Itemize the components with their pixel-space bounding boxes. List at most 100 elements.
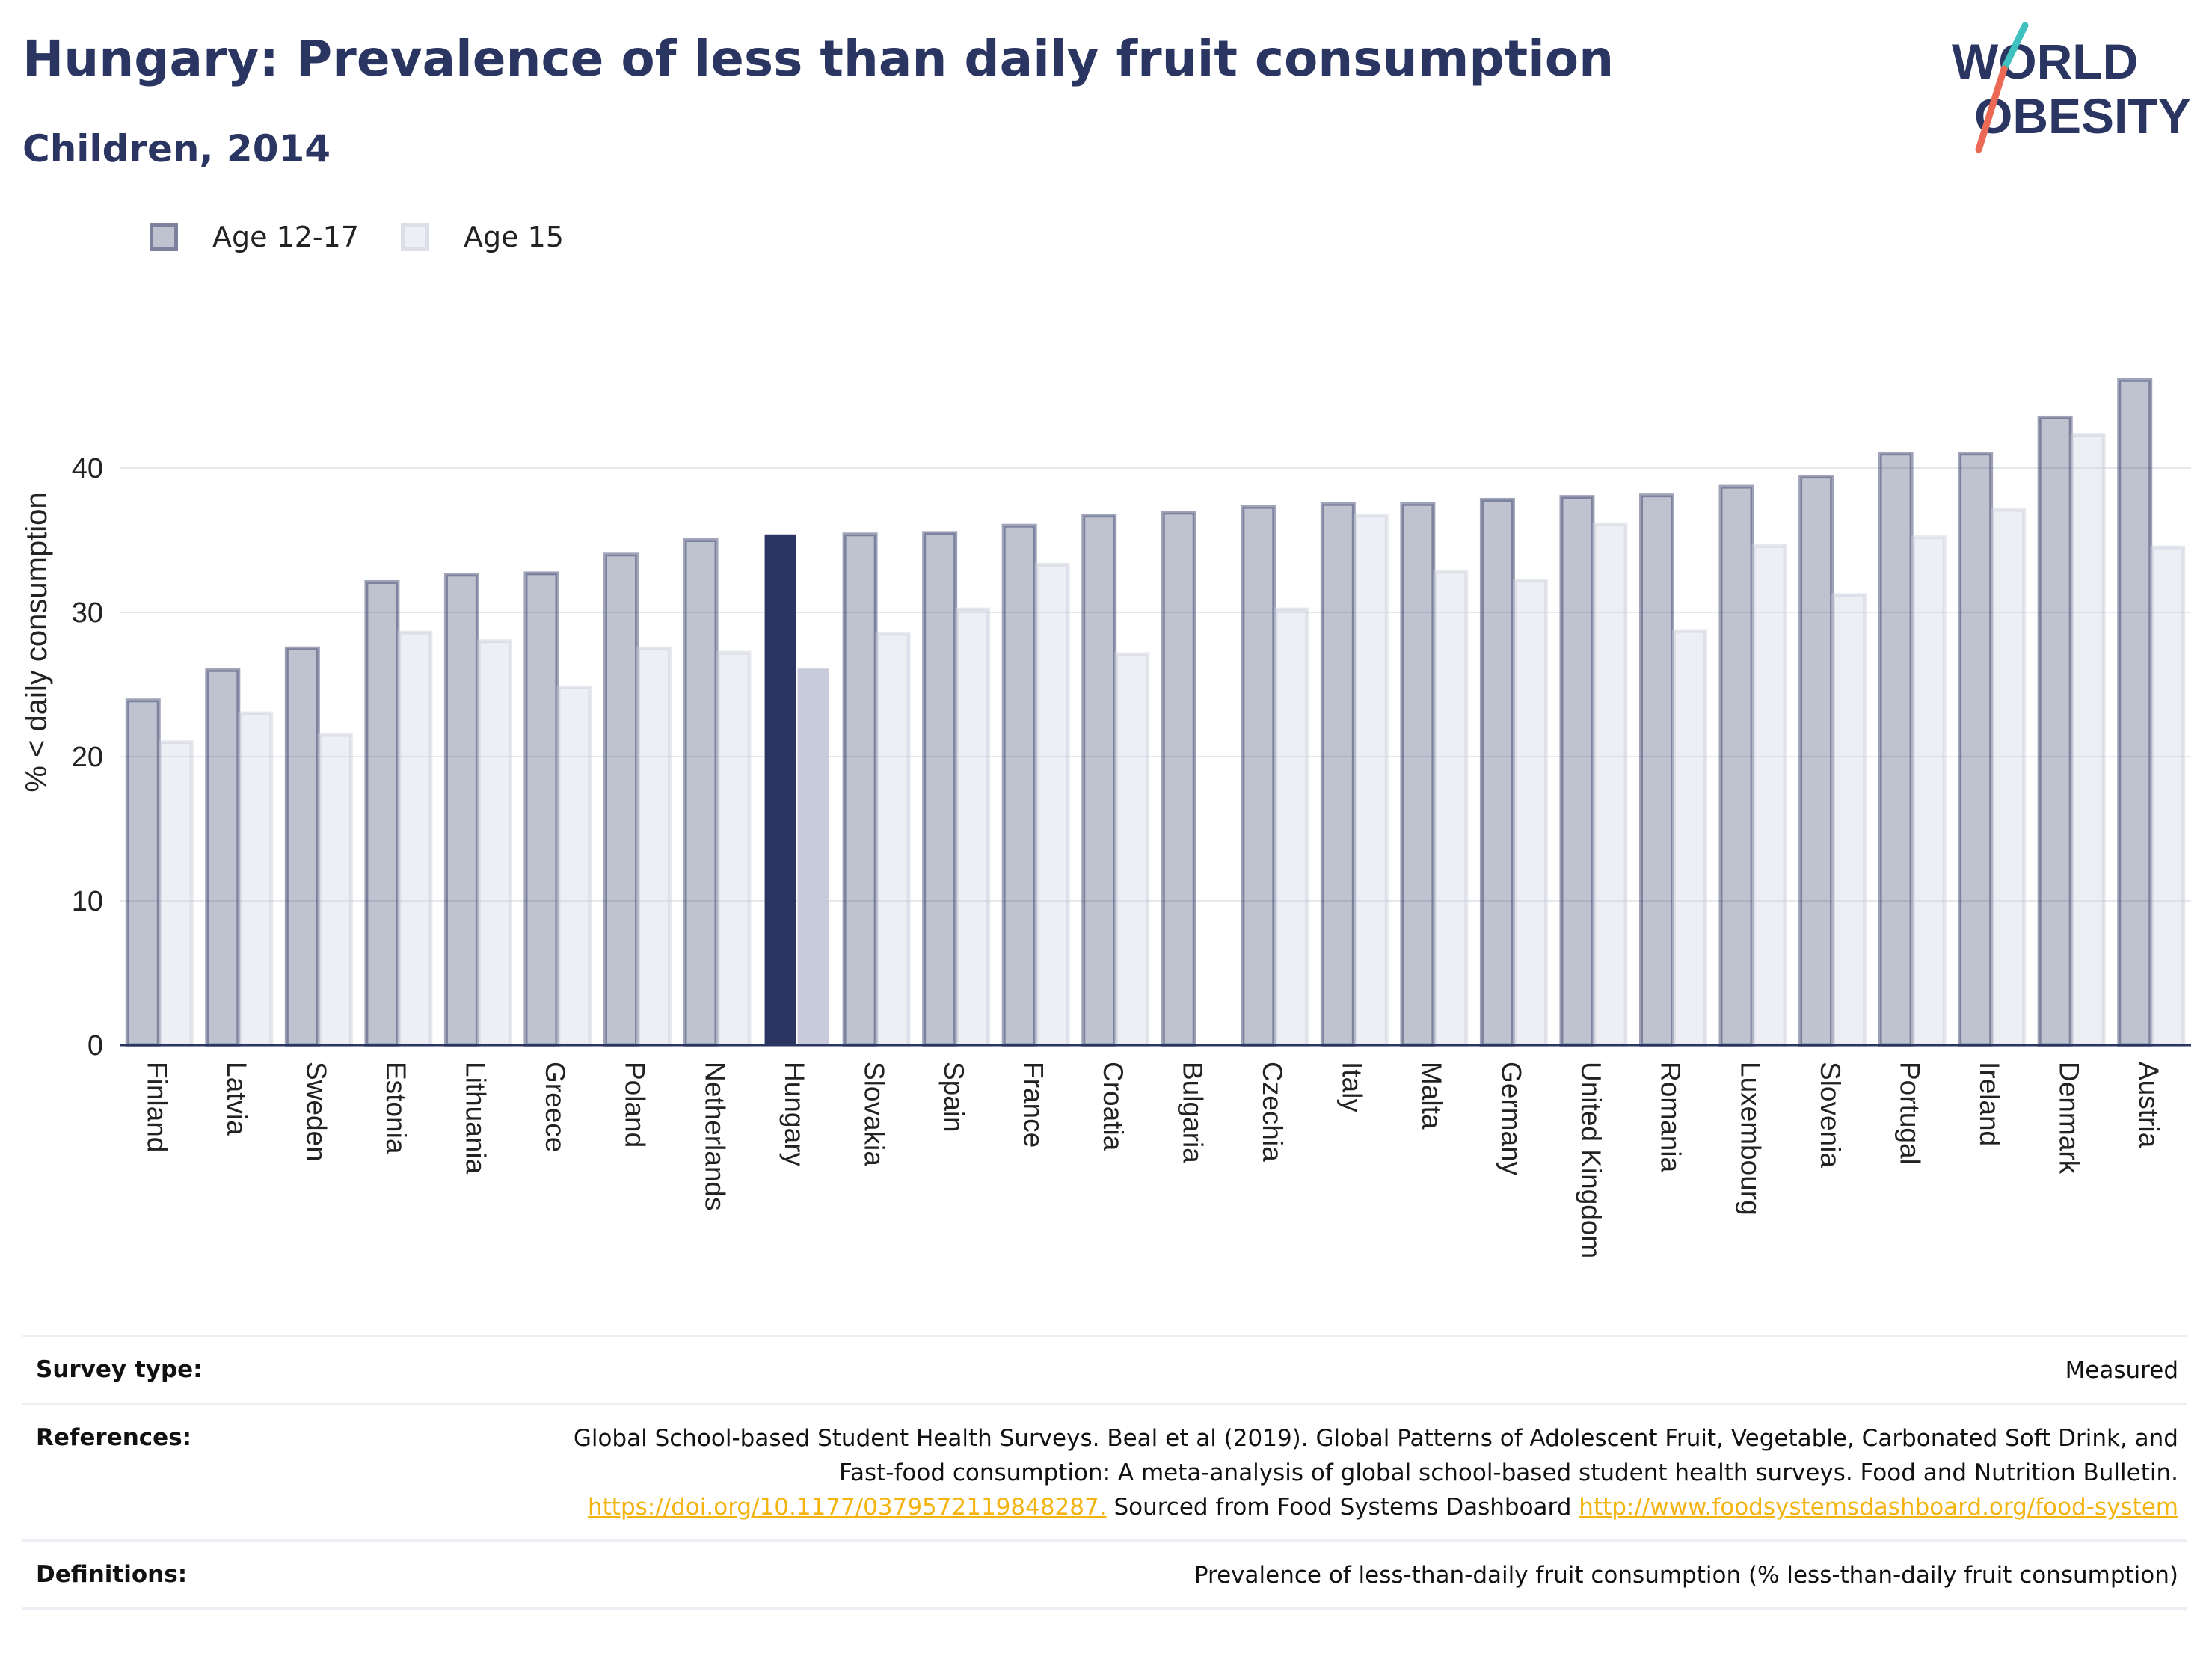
x-tick-label: Czechia — [1257, 1062, 1288, 1162]
bar-hungary-series-1[interactable] — [764, 534, 796, 1045]
bar-ireland-series-1[interactable] — [1958, 452, 1994, 1047]
x-tick-label: Denmark — [2053, 1062, 2084, 1175]
x-tick-label: Lithuania — [461, 1062, 491, 1175]
bar-latvia-series-2[interactable] — [238, 711, 274, 1047]
x-tick-label: Slovakia — [858, 1062, 889, 1166]
x-tick-label: Estonia — [381, 1062, 411, 1154]
bar-estonia-series-1[interactable] — [364, 579, 400, 1047]
survey-type-value: Measured — [2065, 1357, 2178, 1384]
y-axis-label: % < daily consumption — [20, 492, 53, 792]
x-tick-label: Germany — [1496, 1062, 1527, 1176]
definitions-label: Definitions: — [36, 1561, 188, 1588]
bar-netherlands-series-2[interactable] — [716, 650, 752, 1047]
definitions-row: Definitions: Prevalence of less-than-dai… — [22, 1539, 2187, 1610]
bar-latvia-series-1[interactable] — [205, 668, 241, 1047]
bar-slovakia-series-1[interactable] — [842, 532, 878, 1047]
bar-luxembourg-series-2[interactable] — [1751, 544, 1787, 1047]
legend-item-age-15[interactable]: Age 15 — [401, 221, 564, 253]
x-tick-label: Poland — [620, 1062, 651, 1148]
bar-netherlands-series-1[interactable] — [683, 538, 719, 1047]
x-tick-label: Malta — [1416, 1062, 1447, 1130]
chart-subtitle: Children, 2014 — [22, 127, 331, 170]
x-tick-label: Latvia — [221, 1062, 252, 1136]
doi-link[interactable]: https://doi.org/10.1177/0379572119848287… — [588, 1494, 1107, 1521]
bar-croatia-series-1[interactable] — [1081, 514, 1117, 1047]
bar-romania-series-1[interactable] — [1639, 493, 1674, 1047]
bar-italy-series-1[interactable] — [1320, 502, 1356, 1047]
bar-finland-series-2[interactable] — [158, 740, 194, 1047]
y-tick-label: 20 — [72, 742, 103, 773]
bar-denmark-series-1[interactable] — [2037, 415, 2073, 1047]
bar-germany-series-2[interactable] — [1512, 579, 1548, 1047]
bar-malta-series-2[interactable] — [1433, 570, 1469, 1047]
chart-title: Hungary: Prevalence of less than daily f… — [22, 30, 1615, 87]
bar-france-series-2[interactable] — [1034, 562, 1070, 1047]
bar-lithuania-series-1[interactable] — [443, 573, 479, 1047]
world-obesity-logo: WORLD OBESITY — [1952, 22, 2191, 153]
bar-czechia-series-1[interactable] — [1241, 505, 1276, 1047]
x-tick-label: Romania — [1656, 1062, 1686, 1172]
x-tick-label: Finland — [141, 1062, 172, 1152]
legend-swatch-age-12-17 — [150, 223, 178, 251]
bar-france-series-1[interactable] — [1001, 523, 1037, 1047]
bar-estonia-series-2[interactable] — [397, 630, 433, 1047]
logo-line-1: WORLD — [1952, 34, 2138, 89]
legend-swatch-age-15 — [401, 223, 429, 251]
bar-slovakia-series-2[interactable] — [875, 632, 911, 1047]
x-tick-label: France — [1018, 1062, 1048, 1148]
bar-austria-series-1[interactable] — [2117, 378, 2153, 1047]
bar-malta-series-1[interactable] — [1400, 502, 1436, 1047]
bar-slovenia-series-2[interactable] — [1831, 593, 1867, 1047]
references-text-1: Global School-based Student Health Surve… — [573, 1425, 2178, 1486]
bar-greece-series-2[interactable] — [556, 685, 592, 1047]
bar-slovenia-series-1[interactable] — [1798, 475, 1834, 1047]
legend-label: Age 12-17 — [212, 221, 359, 253]
bar-czechia-series-2[interactable] — [1274, 607, 1309, 1047]
bar-spain-series-1[interactable] — [922, 531, 958, 1047]
logo-line-2: OBESITY — [1974, 88, 2191, 144]
bar-poland-series-1[interactable] — [603, 552, 639, 1047]
bar-poland-series-2[interactable] — [636, 646, 672, 1047]
bar-sweden-series-1[interactable] — [284, 646, 320, 1047]
references-text-2: Sourced from Food Systems Dashboard — [1113, 1494, 1572, 1521]
bar-sweden-series-2[interactable] — [317, 733, 353, 1047]
bar-italy-series-2[interactable] — [1353, 514, 1389, 1047]
x-tick-label: Austria — [2133, 1062, 2164, 1148]
x-tick-label: Hungary — [779, 1062, 810, 1166]
food-systems-dashboard-link[interactable]: http://www.foodsystemsdashboard.org/food… — [1579, 1494, 2178, 1521]
bar-greece-series-1[interactable] — [523, 571, 559, 1047]
bar-austria-series-2[interactable] — [2150, 545, 2186, 1047]
bar-luxembourg-series-1[interactable] — [1718, 484, 1754, 1047]
bar-united-kingdom-series-2[interactable] — [1592, 522, 1628, 1047]
bar-united-kingdom-series-1[interactable] — [1559, 495, 1595, 1047]
legend-label: Age 15 — [464, 221, 564, 253]
x-tick-label: Slovenia — [1815, 1062, 1846, 1168]
x-tick-label: Bulgaria — [1177, 1062, 1208, 1163]
bar-portugal-series-2[interactable] — [1911, 535, 1947, 1047]
y-tick-label: 30 — [72, 597, 103, 629]
metadata-table: Survey type: Measured References: Global… — [22, 1335, 2187, 1610]
x-tick-label: Spain — [938, 1062, 969, 1133]
bar-hungary-series-2[interactable] — [797, 668, 829, 1045]
x-axis-ticks: Finland Latvia Sweden Estonia Lithuania Greec… — [120, 1044, 2191, 1258]
bar-bulgaria-series-1[interactable] — [1161, 511, 1196, 1047]
survey-type-label: Survey type: — [36, 1356, 203, 1383]
x-tick-label: United Kingdom — [1576, 1062, 1606, 1258]
legend-item-age-12-17[interactable]: Age 12-17 — [150, 221, 359, 253]
chart-legend: Age 12-17 Age 15 — [150, 221, 606, 253]
bar-germany-series-1[interactable] — [1479, 497, 1515, 1047]
y-tick-label: 40 — [72, 453, 103, 484]
bar-denmark-series-2[interactable] — [2070, 433, 2106, 1047]
x-tick-label: Greece — [540, 1062, 571, 1152]
bar-ireland-series-2[interactable] — [1991, 508, 2027, 1047]
bar-lithuania-series-2[interactable] — [476, 639, 512, 1047]
bar-portugal-series-1[interactable] — [1878, 452, 1914, 1047]
bar-finland-series-1[interactable] — [125, 698, 161, 1047]
y-tick-label: 0 — [87, 1030, 103, 1062]
references-value: Global School-based Student Health Surve… — [548, 1405, 2187, 1539]
bar-croatia-series-2[interactable] — [1114, 652, 1150, 1047]
bar-romania-series-2[interactable] — [1672, 629, 1707, 1047]
x-tick-label: Italy — [1337, 1062, 1368, 1112]
survey-type-row: Survey type: Measured — [22, 1335, 2187, 1403]
bar-spain-series-2[interactable] — [955, 607, 991, 1047]
